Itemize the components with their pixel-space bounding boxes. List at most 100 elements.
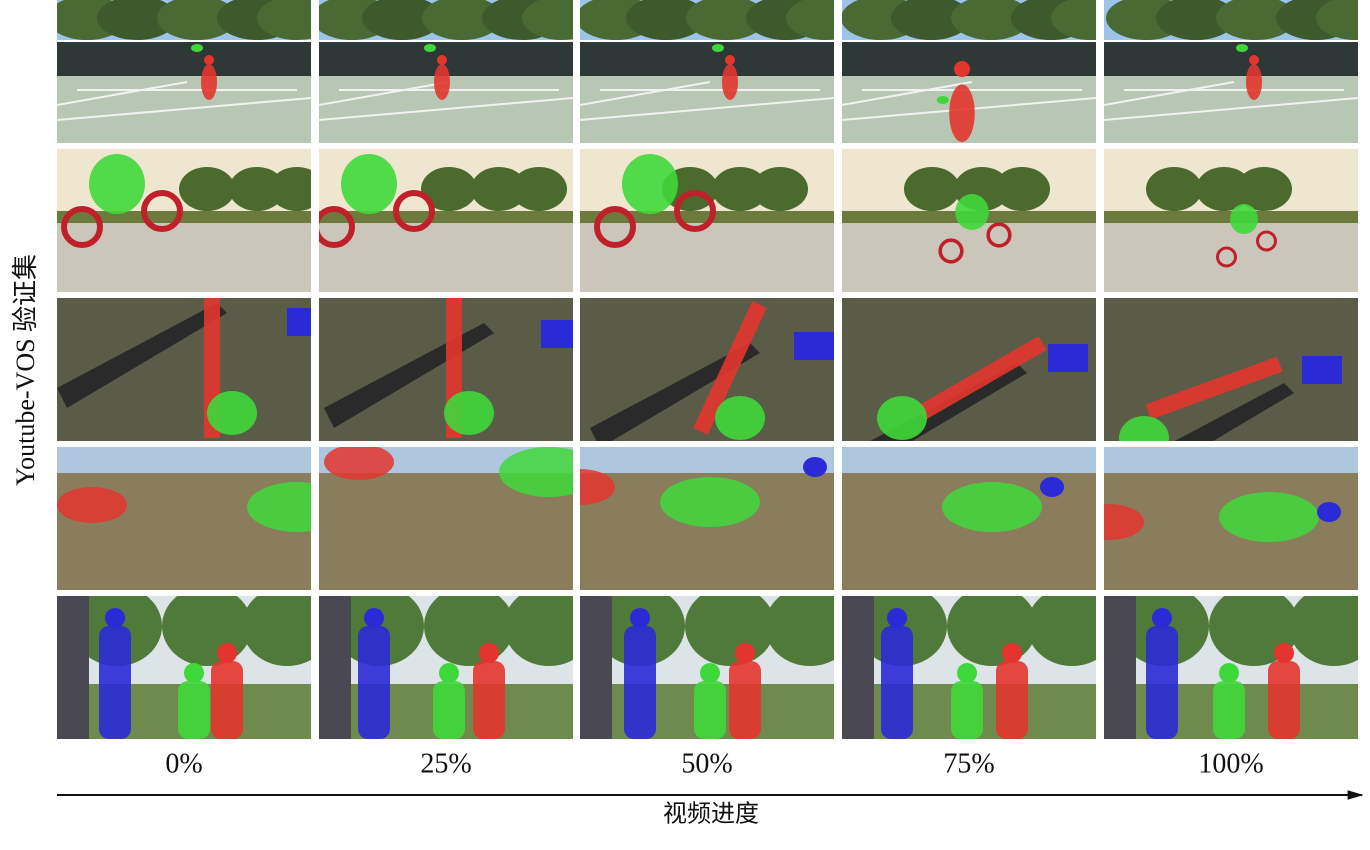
tree — [1289, 596, 1358, 666]
gun — [57, 303, 227, 408]
wheel — [141, 190, 183, 232]
tree — [471, 167, 527, 211]
frame — [580, 596, 834, 739]
zebra — [1040, 477, 1064, 497]
person — [178, 681, 210, 739]
tree — [1051, 0, 1096, 40]
zebra — [324, 447, 394, 480]
wheel — [594, 206, 636, 248]
gun — [590, 343, 760, 441]
head — [735, 643, 755, 663]
tree — [422, 0, 502, 40]
row-label: Youtube-VOS 验证集 — [11, 254, 40, 486]
blade — [1145, 356, 1283, 420]
frame — [842, 0, 1096, 143]
sky — [57, 447, 311, 475]
tree — [1027, 596, 1096, 666]
frame — [57, 596, 311, 739]
frame — [1104, 149, 1358, 292]
rider — [622, 154, 678, 214]
head — [217, 643, 237, 663]
tree — [1236, 167, 1292, 211]
wheel — [1256, 230, 1277, 252]
person — [881, 626, 913, 739]
blade — [693, 301, 767, 435]
zebra — [57, 487, 127, 523]
frame — [580, 0, 834, 143]
ground — [1104, 223, 1358, 292]
gun — [1174, 383, 1294, 441]
zebra — [1219, 492, 1319, 542]
head — [1152, 608, 1172, 628]
hand — [715, 396, 765, 440]
column-labels: 0% 25% 50% 75% 100% — [165, 748, 1263, 779]
person — [99, 626, 131, 739]
pillar — [842, 596, 874, 739]
zebra — [580, 469, 615, 505]
tree — [1196, 167, 1252, 211]
column-label: 75% — [943, 748, 994, 779]
frame — [842, 298, 1096, 441]
tree — [421, 167, 477, 211]
tree — [891, 0, 971, 40]
hand — [1119, 416, 1169, 441]
head — [479, 643, 499, 663]
sky — [1104, 447, 1358, 475]
head — [204, 55, 214, 65]
rider — [89, 154, 145, 214]
hand — [877, 396, 927, 440]
frame — [580, 447, 834, 590]
person — [1246, 64, 1262, 100]
person — [722, 64, 738, 100]
zebra — [247, 482, 311, 532]
fence — [580, 42, 834, 76]
tree — [257, 0, 311, 40]
person — [1268, 661, 1300, 739]
frame — [1104, 298, 1358, 441]
ground — [580, 223, 834, 292]
blade — [917, 336, 1047, 420]
tree — [752, 167, 808, 211]
zebra — [499, 447, 573, 497]
racket — [424, 44, 436, 52]
frame — [1104, 596, 1358, 739]
frame — [57, 149, 311, 292]
frame — [580, 149, 834, 292]
head — [184, 663, 204, 683]
zebra — [1317, 502, 1341, 522]
frame — [1104, 447, 1358, 590]
person — [358, 626, 390, 739]
pillar — [580, 596, 612, 739]
tree — [1156, 0, 1236, 40]
frame — [319, 447, 573, 590]
box — [541, 320, 573, 348]
x-label: 视频进度 — [663, 801, 759, 828]
racket — [191, 44, 203, 52]
frame — [580, 298, 834, 441]
frame — [319, 0, 573, 143]
person — [729, 661, 761, 739]
box — [1048, 344, 1088, 372]
person — [473, 661, 505, 739]
pillar — [319, 596, 351, 739]
frame — [319, 298, 573, 441]
zebra — [660, 477, 760, 527]
tree — [157, 0, 237, 40]
tree — [904, 167, 960, 211]
frame — [319, 596, 573, 739]
frame — [842, 149, 1096, 292]
racket — [1236, 44, 1248, 52]
wheel — [938, 238, 964, 264]
wheel — [319, 206, 355, 248]
frame — [57, 447, 311, 590]
wheel — [674, 190, 716, 232]
tree — [362, 0, 442, 40]
tree — [685, 596, 775, 666]
head — [1249, 55, 1259, 65]
tree — [179, 167, 235, 211]
tree — [994, 167, 1050, 211]
tree — [712, 167, 768, 211]
tree — [162, 596, 252, 666]
head — [1219, 663, 1239, 683]
grass — [580, 211, 834, 225]
